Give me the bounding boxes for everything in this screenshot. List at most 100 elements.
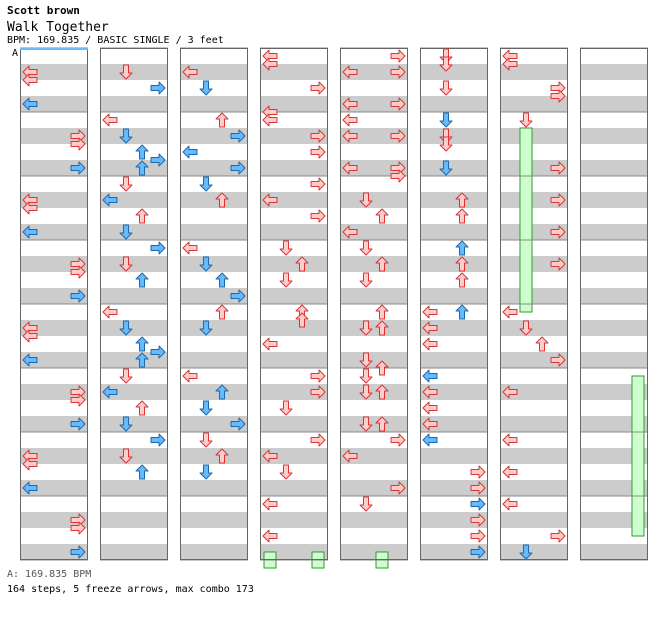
- beat-stripe: [500, 256, 568, 272]
- beat-stripe: [260, 192, 328, 208]
- step-arrow-up: [455, 256, 469, 272]
- step-arrow-left: [22, 97, 38, 111]
- step-arrow-down: [439, 112, 453, 128]
- song-artist: Scott brown: [7, 4, 80, 17]
- step-arrow-right: [310, 209, 326, 223]
- step-arrow-left: [182, 65, 198, 79]
- beat-stripe: [500, 288, 568, 304]
- beat-stripe: [100, 256, 168, 272]
- step-arrow-right: [70, 417, 86, 431]
- step-arrow-up: [455, 272, 469, 288]
- step-arrow-left: [342, 65, 358, 79]
- beat-stripe: [500, 544, 568, 560]
- step-arrow-right: [310, 129, 326, 143]
- step-arrow-right: [150, 433, 166, 447]
- beat-stripe: [420, 96, 488, 112]
- step-arrow-up: [135, 160, 149, 176]
- beat-stripe: [580, 64, 648, 80]
- step-arrow-down: [359, 320, 373, 336]
- chart-column-border: [260, 48, 328, 560]
- freeze-arrow-bar: [631, 375, 645, 537]
- beat-stripe: [420, 256, 488, 272]
- step-arrow-right: [550, 161, 566, 175]
- step-arrow-up: [375, 360, 389, 376]
- beat-stripe: [580, 480, 648, 496]
- beat-stripe: [260, 352, 328, 368]
- step-arrow-right: [70, 521, 86, 535]
- beat-stripe: [420, 416, 488, 432]
- beat-stripe: [180, 352, 248, 368]
- step-arrow-right: [390, 49, 406, 63]
- step-arrow-left: [422, 321, 438, 335]
- step-arrow-down: [359, 384, 373, 400]
- beat-stripe: [260, 256, 328, 272]
- beat-stripe: [580, 448, 648, 464]
- step-arrow-down: [119, 256, 133, 272]
- beat-stripe: [580, 224, 648, 240]
- beat-stripe: [500, 416, 568, 432]
- step-arrow-down: [199, 80, 213, 96]
- beat-stripe: [340, 544, 408, 560]
- beat-stripe: [340, 224, 408, 240]
- step-arrow-down: [279, 400, 293, 416]
- step-arrow-up: [535, 336, 549, 352]
- beat-stripe: [500, 352, 568, 368]
- beat-stripe: [20, 128, 88, 144]
- step-arrow-left: [182, 369, 198, 383]
- beat-stripe: [100, 480, 168, 496]
- beat-stripe: [260, 448, 328, 464]
- step-arrow-up: [135, 208, 149, 224]
- beat-stripe: [20, 416, 88, 432]
- beat-stripe: [420, 224, 488, 240]
- beat-stripe: [420, 384, 488, 400]
- beat-stripe: [20, 160, 88, 176]
- step-arrow-right: [310, 433, 326, 447]
- beat-stripe: [260, 416, 328, 432]
- step-arrow-up: [215, 272, 229, 288]
- beat-stripe: [100, 320, 168, 336]
- beat-stripe: [100, 448, 168, 464]
- step-arrow-right: [70, 161, 86, 175]
- step-arrow-left: [422, 385, 438, 399]
- step-arrow-up: [455, 304, 469, 320]
- beat-stripe: [20, 352, 88, 368]
- beat-stripe: [580, 384, 648, 400]
- step-arrow-right: [310, 81, 326, 95]
- step-arrow-down: [119, 368, 133, 384]
- step-arrow-right: [550, 193, 566, 207]
- beat-stripe: [180, 512, 248, 528]
- beat-stripe: [340, 416, 408, 432]
- step-arrow-down: [119, 64, 133, 80]
- step-arrow-right: [150, 153, 166, 167]
- chart-column-border: [180, 48, 248, 560]
- step-arrow-right: [310, 177, 326, 191]
- step-arrow-down: [439, 56, 453, 72]
- step-arrow-up: [135, 352, 149, 368]
- step-arrow-left: [22, 457, 38, 471]
- step-arrow-left: [422, 369, 438, 383]
- step-arrow-up: [375, 208, 389, 224]
- beat-stripe: [340, 128, 408, 144]
- step-arrow-down: [439, 80, 453, 96]
- beat-stripe: [20, 64, 88, 80]
- step-arrow-down: [279, 272, 293, 288]
- step-stats: 164 steps, 5 freeze arrows, max combo 17…: [7, 584, 254, 595]
- beat-stripe: [100, 224, 168, 240]
- beat-stripe: [340, 448, 408, 464]
- beat-stripe: [580, 416, 648, 432]
- step-arrow-right: [390, 481, 406, 495]
- beat-stripe: [420, 448, 488, 464]
- step-arrow-left: [422, 305, 438, 319]
- step-arrow-left: [262, 449, 278, 463]
- step-arrow-right: [150, 345, 166, 359]
- beat-stripe: [500, 192, 568, 208]
- step-arrow-up: [455, 240, 469, 256]
- beat-stripe: [260, 128, 328, 144]
- step-arrow-right: [70, 545, 86, 559]
- step-arrow-left: [22, 329, 38, 343]
- step-arrow-up: [375, 304, 389, 320]
- step-arrow-right: [150, 81, 166, 95]
- step-arrow-right: [70, 289, 86, 303]
- beat-stripe: [340, 384, 408, 400]
